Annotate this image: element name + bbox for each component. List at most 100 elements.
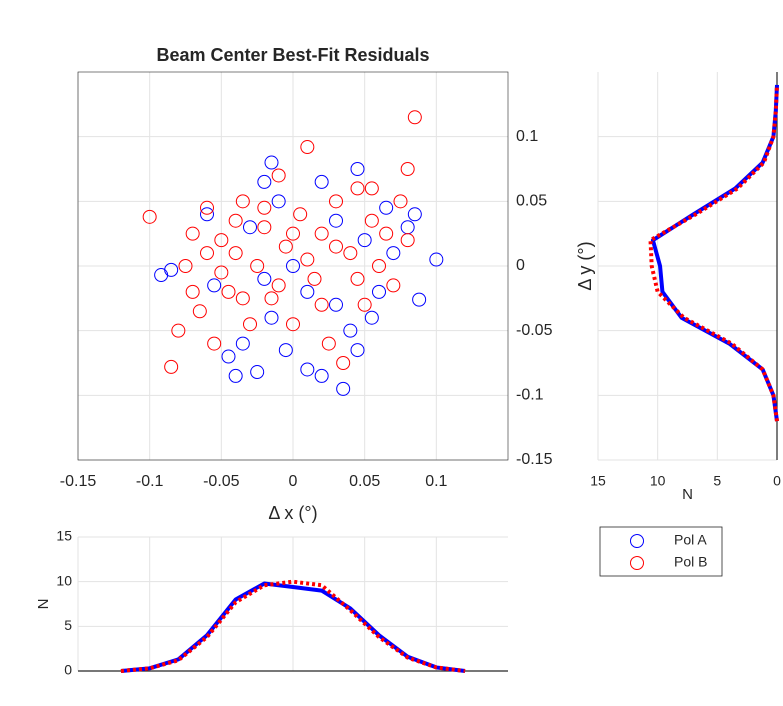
point: [407, 110, 422, 125]
point: [336, 381, 351, 396]
point: [286, 317, 300, 332]
x-axis-label: Δ x (°): [268, 503, 317, 523]
y-tick-label: 10: [56, 572, 72, 588]
point: [142, 209, 157, 224]
point: [264, 291, 279, 306]
point: [250, 365, 265, 380]
y-tick-label: 0.05: [516, 193, 547, 210]
legend-marker: [630, 556, 644, 570]
x-tick-label: 0: [289, 473, 298, 490]
point: [235, 194, 250, 209]
point: [164, 262, 179, 277]
point: [364, 310, 379, 325]
point: [243, 220, 257, 235]
point: [314, 226, 329, 241]
point: [228, 246, 243, 261]
point: [329, 213, 343, 228]
point: [264, 155, 279, 170]
point: [221, 349, 236, 364]
point: [228, 368, 243, 383]
y-axis-label: Δ y (°): [575, 241, 595, 290]
point: [300, 362, 315, 377]
point: [221, 284, 236, 299]
point: [257, 174, 272, 189]
point: [200, 200, 214, 215]
point: [379, 226, 394, 241]
y-tick-label: -0.05: [516, 322, 553, 339]
point: [185, 226, 200, 241]
point: [329, 297, 343, 312]
point: [235, 336, 250, 351]
point: [314, 368, 329, 383]
point: [207, 336, 222, 351]
point: [314, 174, 329, 189]
legend-label: Pol B: [674, 554, 707, 570]
point: [350, 343, 365, 358]
point: [379, 200, 394, 215]
point: [386, 246, 401, 261]
point: [178, 259, 193, 273]
point: [257, 200, 272, 215]
x-tick-label: 15: [590, 473, 606, 489]
point: [185, 284, 200, 299]
point: [343, 246, 358, 261]
point: [343, 323, 358, 338]
point: [372, 259, 386, 273]
x-axis-label: N: [682, 486, 693, 503]
point: [329, 194, 343, 209]
y-tick-label: 0: [64, 662, 72, 678]
point: [278, 343, 293, 358]
legend: Pol A Pol B: [599, 526, 723, 577]
point: [386, 278, 401, 293]
y-axis-label: N: [35, 599, 52, 610]
point: [257, 271, 272, 286]
point: [250, 259, 265, 273]
point: [400, 233, 415, 248]
point: [300, 140, 315, 155]
point: [357, 297, 372, 312]
point: [329, 239, 343, 254]
legend-marker: [630, 534, 644, 548]
point: [364, 213, 379, 228]
point: [429, 252, 444, 267]
x-tick-label: 0.05: [349, 473, 380, 490]
point: [214, 265, 229, 280]
y-tick-label: -0.1: [516, 387, 544, 404]
point: [235, 291, 250, 306]
axes-box: [77, 71, 509, 461]
point: [372, 284, 386, 299]
point: [200, 246, 214, 261]
point: [407, 207, 422, 222]
point: [300, 284, 315, 299]
x-tick-label: 5: [713, 473, 721, 489]
point: [243, 317, 257, 332]
point: [271, 168, 286, 183]
y-tick-label: -0.15: [516, 451, 553, 468]
curve: [120, 579, 466, 673]
point: [350, 162, 365, 176]
y-tick-label: 0: [516, 257, 525, 274]
point: [286, 259, 300, 273]
point: [300, 252, 315, 267]
point: [350, 181, 365, 196]
y-tick-label: 15: [56, 528, 72, 544]
point: [350, 271, 365, 286]
point: [192, 304, 207, 319]
chart-title: Beam Center Best-Fit Residuals: [156, 45, 429, 65]
x-tick-label: -0.15: [60, 473, 97, 490]
y-tick-label: 0.1: [516, 128, 538, 145]
point: [271, 278, 286, 293]
point: [321, 336, 336, 351]
point: [400, 162, 415, 176]
y-tick-label: 5: [64, 617, 72, 633]
point: [278, 239, 293, 254]
point: [228, 213, 243, 228]
point: [412, 292, 427, 307]
x-tick-label: -0.1: [136, 473, 164, 490]
x-tick-label: 0.1: [425, 473, 447, 490]
point: [293, 207, 308, 222]
point: [286, 226, 300, 241]
x-tick-label: 10: [650, 473, 666, 489]
point: [171, 323, 186, 338]
legend-box: [599, 526, 723, 577]
